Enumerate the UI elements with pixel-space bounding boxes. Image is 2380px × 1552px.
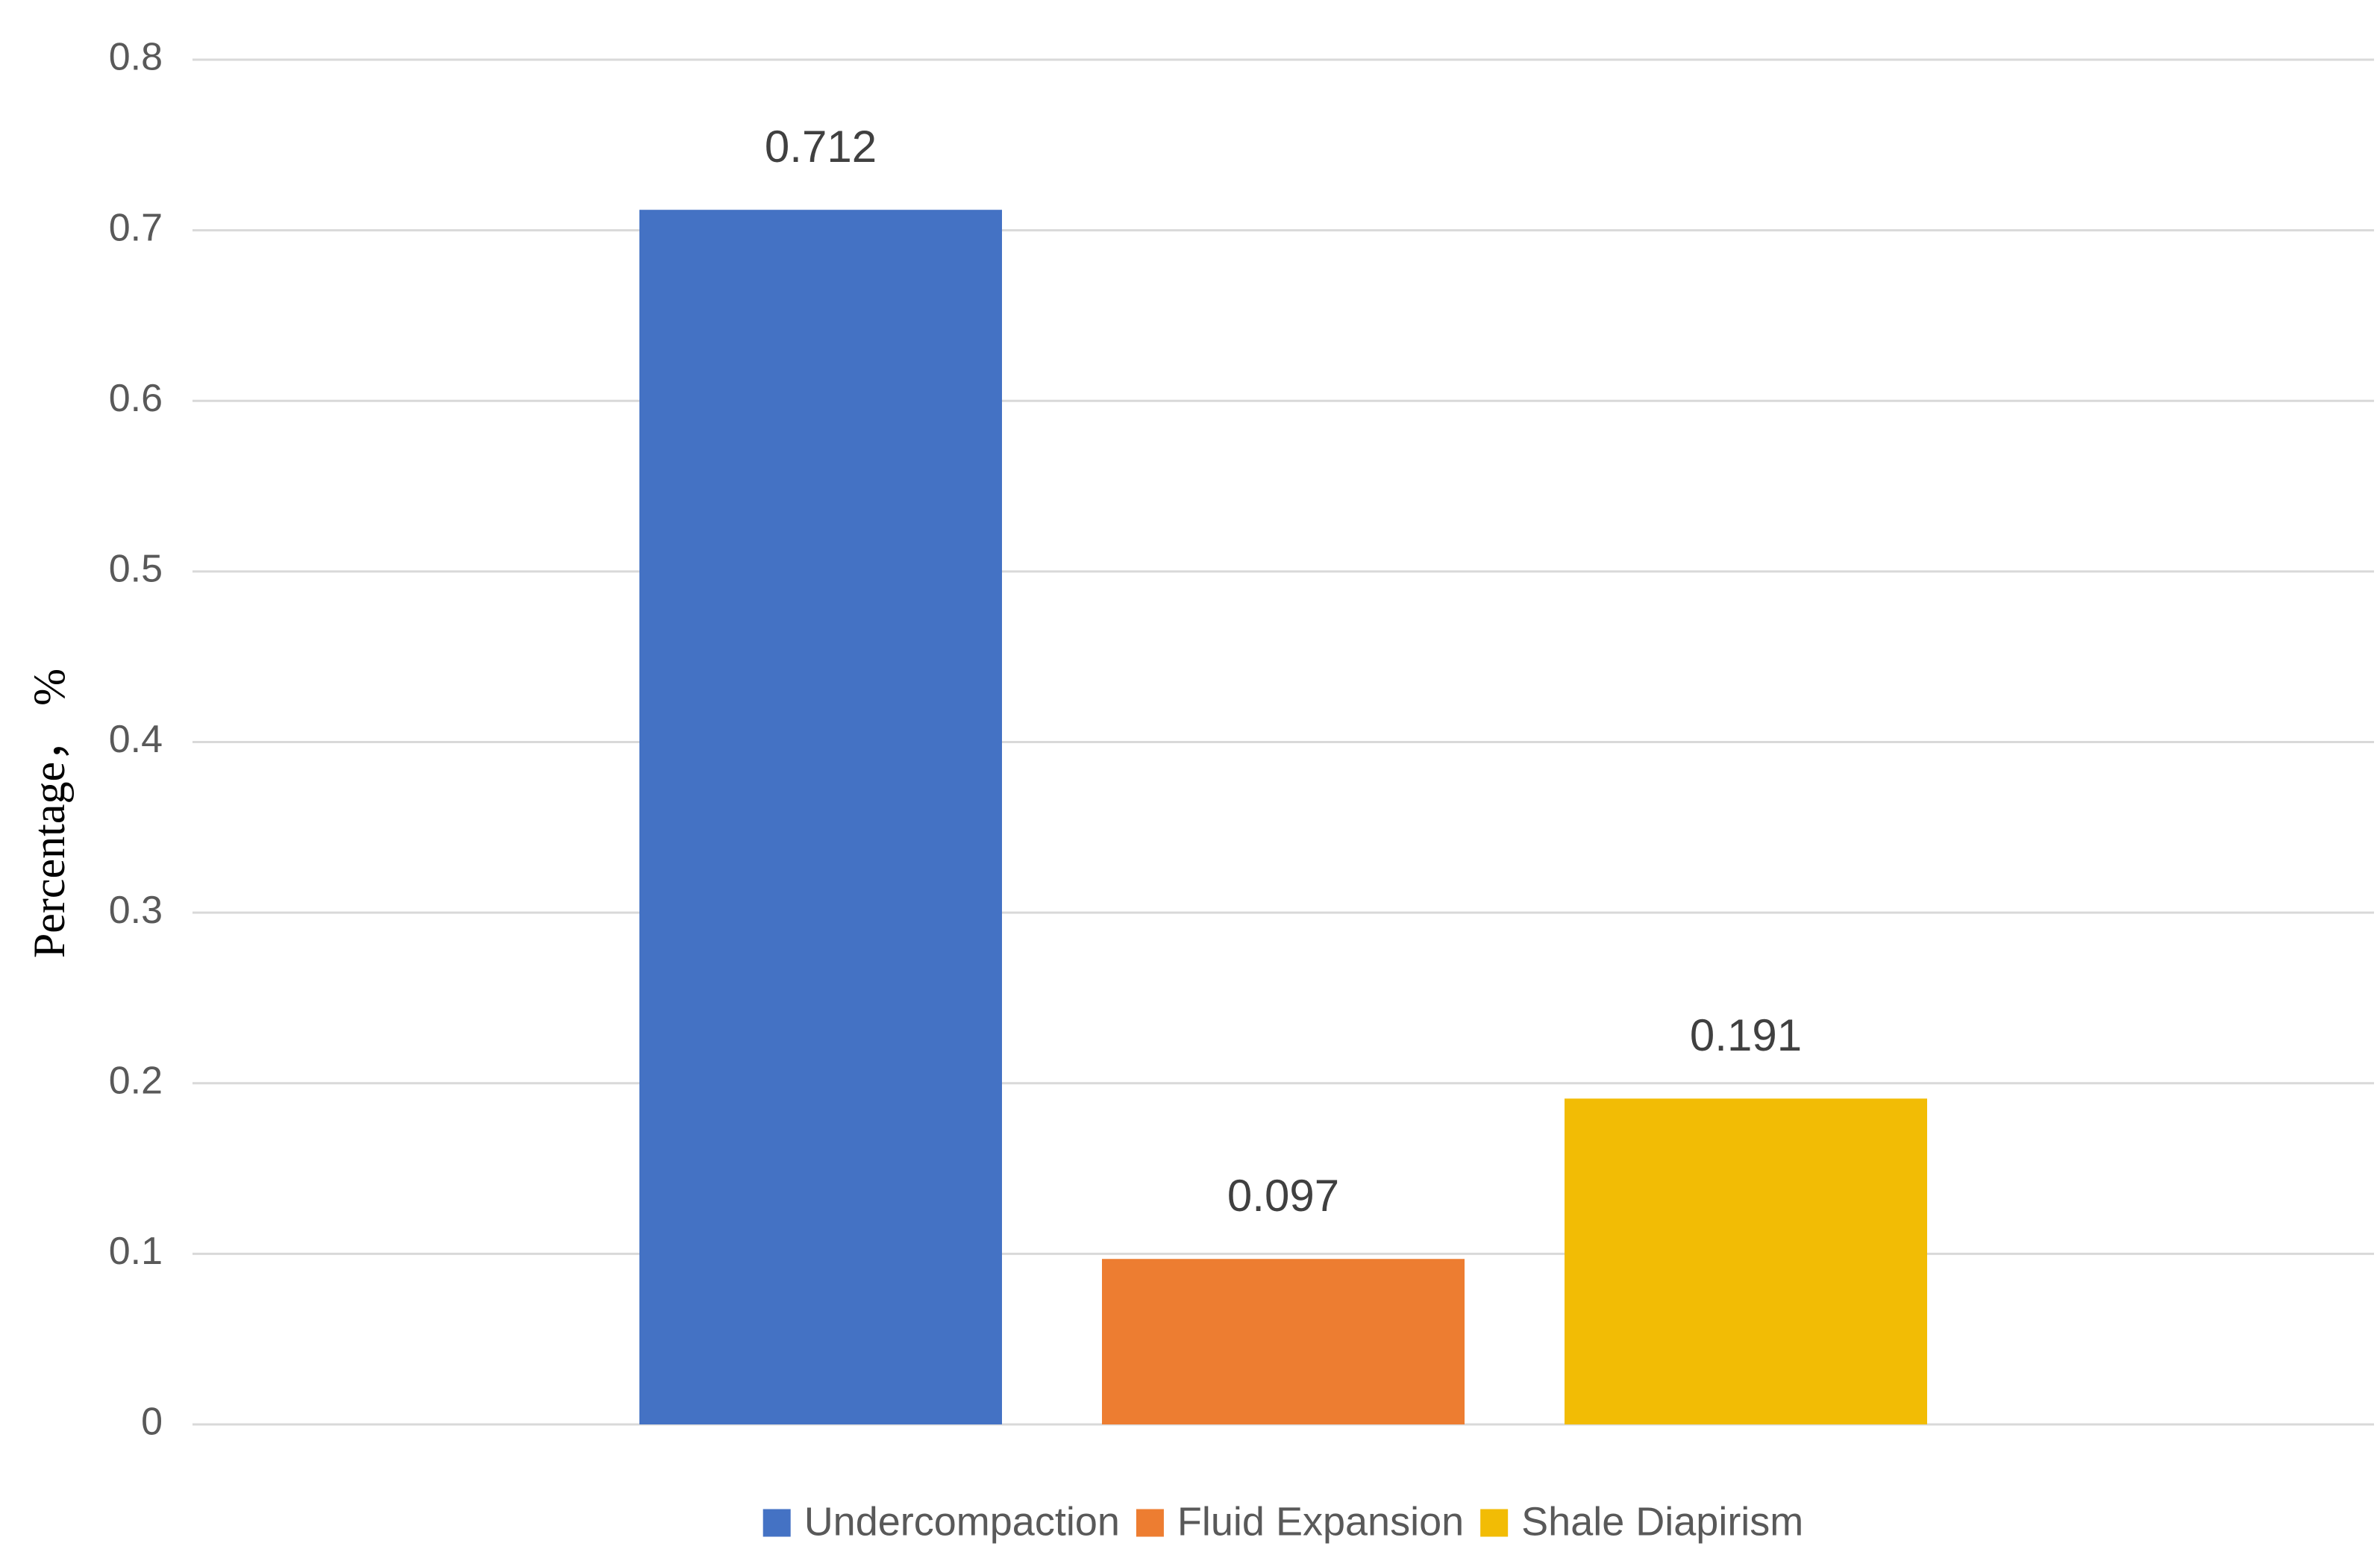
y-tick-label: 0.8 bbox=[109, 36, 163, 79]
y-tick-label: 0.4 bbox=[109, 718, 163, 761]
legend-label: Shale Diapirism bbox=[1521, 1499, 1803, 1544]
y-tick-label: 0.1 bbox=[109, 1230, 163, 1273]
data-label: 0.712 bbox=[765, 122, 877, 172]
legend-label: Fluid Expansion bbox=[1177, 1499, 1464, 1544]
legend-swatch bbox=[1136, 1509, 1164, 1537]
data-label: 0.097 bbox=[1227, 1171, 1339, 1221]
legend-label: Undercompaction bbox=[804, 1499, 1120, 1544]
legend-swatch bbox=[1480, 1509, 1509, 1537]
bar bbox=[1565, 1098, 1927, 1424]
y-tick-label: 0.7 bbox=[109, 206, 163, 249]
y-tick-label: 0.2 bbox=[109, 1059, 163, 1102]
y-axis-label: Percentage， % bbox=[25, 669, 74, 958]
y-tick-label: 0.3 bbox=[109, 889, 163, 932]
y-tick-label: 0.5 bbox=[109, 548, 163, 591]
bar bbox=[1102, 1259, 1465, 1424]
bar bbox=[639, 210, 1002, 1425]
y-tick-label: 0.6 bbox=[109, 377, 163, 420]
legend-swatch bbox=[762, 1509, 791, 1537]
y-tick-label: 0 bbox=[141, 1401, 163, 1444]
data-label: 0.191 bbox=[1690, 1010, 1802, 1060]
